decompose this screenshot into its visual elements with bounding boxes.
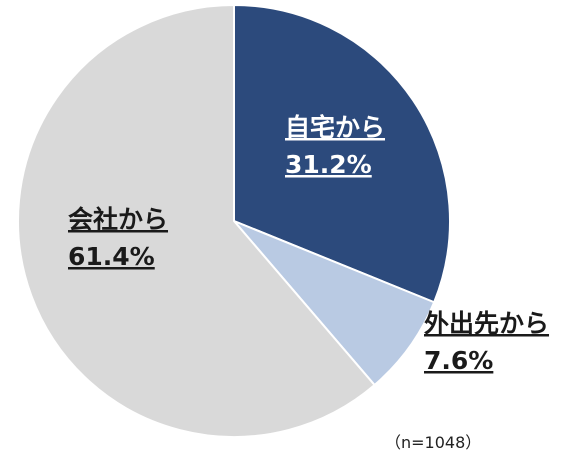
- pie-slice: [233, 220, 436, 387]
- value-label: 31.2%: [285, 150, 372, 179]
- value-label: 61.4%: [68, 242, 155, 271]
- pie-slice: [233, 3, 451, 304]
- value-label: 7.6%: [424, 346, 493, 375]
- note: （n=1048）: [385, 433, 481, 452]
- slice-label: 自宅から: [285, 113, 385, 142]
- slice-label: 外出先から: [424, 309, 549, 338]
- slice-label: 会社から: [68, 205, 168, 234]
- pie-slice: [17, 3, 376, 438]
